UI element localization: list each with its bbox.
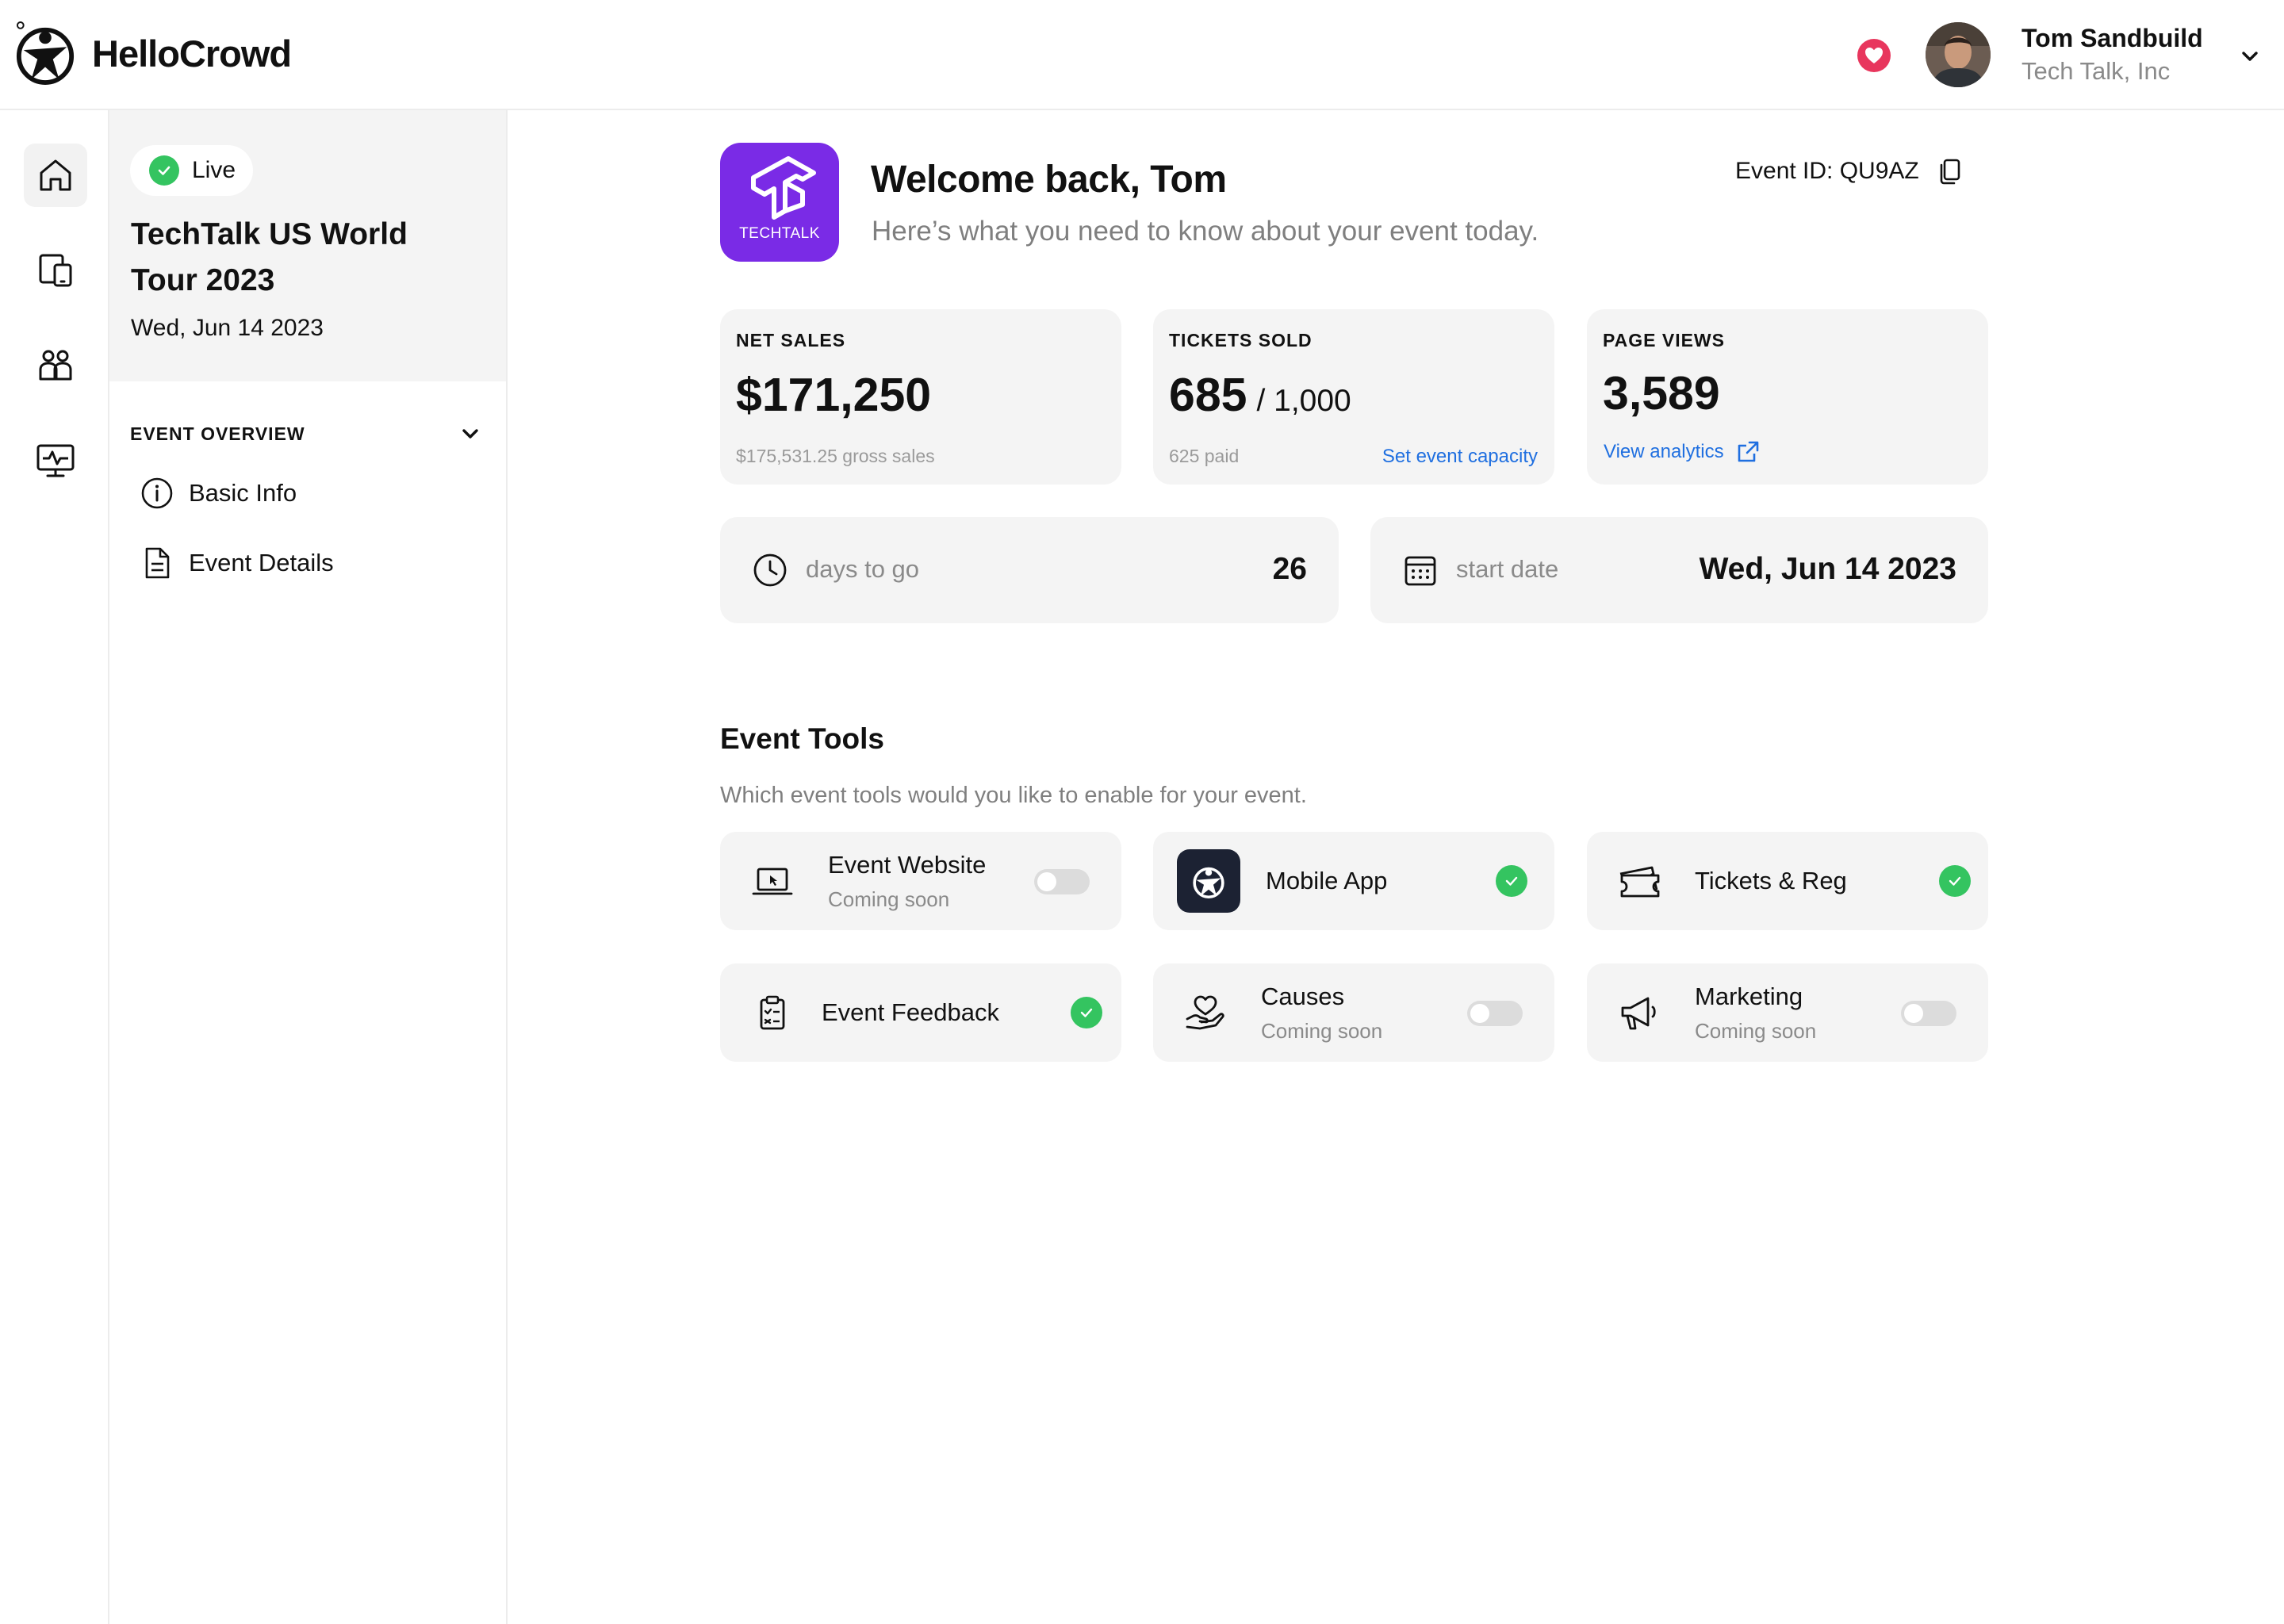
view-analytics-link[interactable]: View analytics	[1604, 439, 1761, 465]
heart-hand-icon	[1182, 989, 1229, 1036]
tool-event-feedback[interactable]: Event Feedback	[720, 963, 1121, 1062]
home-icon	[40, 159, 71, 191]
start-date-card: start date Wed, Jun 14 2023	[1370, 517, 1988, 623]
app-name: HelloCrowd	[92, 32, 292, 75]
top-bar: HelloCrowd Tom Sandbuild Tech Talk, Inc	[0, 0, 2284, 110]
tool-status: Coming soon	[828, 887, 950, 911]
days-to-go-card: days to go 26	[720, 517, 1339, 623]
days-to-go-label: days to go	[806, 555, 920, 583]
stat-label: TICKETS SOLD	[1169, 330, 1313, 350]
sidebar-item-label: Basic Info	[189, 479, 297, 507]
tool-status: Coming soon	[1261, 1019, 1383, 1043]
event-sidebar: Live TechTalk US World Tour 2023 Wed, Ju…	[109, 110, 508, 1624]
set-capacity-link[interactable]: Set event capacity	[1382, 446, 1538, 467]
nav-home[interactable]	[24, 144, 87, 207]
external-link-icon	[1738, 441, 1758, 462]
tool-causes[interactable]: Causes Coming soon	[1153, 963, 1554, 1062]
nav-devices[interactable]	[24, 239, 87, 302]
user-avatar-icon	[1926, 22, 1991, 87]
document-icon	[140, 546, 174, 580]
event-id-label: Event ID: QU9AZ	[1735, 158, 1919, 184]
event-date: Wed, Jun 14 2023	[131, 315, 324, 341]
laptop-icon	[749, 857, 796, 905]
heart-icon	[1865, 48, 1883, 63]
view-analytics-label: View analytics	[1604, 441, 1724, 462]
sidebar-item-event-details[interactable]: Event Details	[140, 543, 334, 583]
tool-name: Event Website	[828, 851, 987, 879]
tool-toggle[interactable]	[1034, 869, 1090, 894]
clipboard-icon	[749, 989, 796, 1036]
check-icon	[1071, 997, 1102, 1028]
user-name[interactable]: Tom Sandbuild	[2021, 24, 2203, 52]
event-id: Event ID: QU9AZ	[1735, 158, 1962, 185]
page-views-value: 3,589	[1603, 367, 1720, 419]
tool-mobile-app[interactable]: Mobile App	[1153, 832, 1554, 930]
tool-name: Tickets & Reg	[1695, 867, 1847, 894]
tool-marketing[interactable]: Marketing Coming soon	[1587, 963, 1988, 1062]
tickets-sold-card: TICKETS SOLD 685 / 1,000 625 paid Set eve…	[1153, 309, 1554, 485]
calendar-icon	[1405, 556, 1436, 586]
page-title: Welcome back, Tom	[871, 159, 1227, 201]
check-icon	[1496, 865, 1527, 897]
section-label: EVENT OVERVIEW	[130, 423, 305, 444]
monitor-activity-icon	[36, 444, 75, 477]
app-logo-icon	[1177, 849, 1240, 913]
event-tools-title: Event Tools	[720, 722, 884, 755]
tool-tickets-reg[interactable]: Tickets & Reg	[1587, 832, 1988, 930]
people-icon	[39, 350, 72, 381]
copy-icon[interactable]	[1938, 158, 1962, 185]
clock-icon	[753, 553, 787, 587]
start-date-label: start date	[1456, 555, 1559, 583]
megaphone-icon	[1615, 989, 1663, 1036]
tool-toggle[interactable]	[1901, 1001, 1956, 1026]
tool-toggle[interactable]	[1467, 1001, 1523, 1026]
stat-label: PAGE VIEWS	[1603, 330, 1725, 350]
ticket-icon	[1615, 857, 1663, 905]
tool-name: Mobile App	[1266, 867, 1388, 894]
net-sales-value: $171,250	[736, 369, 932, 421]
net-sales-card: NET SALES $171,250 $175,531.25 gross sal…	[720, 309, 1121, 485]
user-org: Tech Talk, Inc	[2021, 57, 2171, 85]
event-tools-subtitle: Which event tools would you like to enab…	[720, 783, 1307, 808]
event-summary: Live TechTalk US World Tour 2023 Wed, Ju…	[109, 110, 506, 381]
tickets-paid: 625 paid	[1169, 446, 1240, 466]
page-views-card: PAGE VIEWS 3,589 View analytics	[1587, 309, 1988, 485]
tool-name: Event Feedback	[822, 998, 1000, 1026]
sidebar-item-label: Event Details	[189, 549, 334, 576]
tickets-sold-count: 685	[1169, 369, 1247, 421]
tool-name: Causes	[1261, 982, 1345, 1010]
chevron-down-icon[interactable]	[2238, 44, 2262, 68]
tool-status: Coming soon	[1695, 1019, 1817, 1043]
status-text: Live	[192, 157, 236, 183]
favorites-button[interactable]	[1857, 39, 1891, 72]
start-date-value: Wed, Jun 14 2023	[1699, 552, 1956, 586]
techtalk-logo-icon	[751, 156, 816, 220]
tickets-sold-value: 685 / 1,000	[1169, 368, 1351, 422]
days-to-go-value: 26	[1272, 552, 1307, 586]
gross-sales: $175,531.25 gross sales	[736, 446, 935, 466]
hellocrowd-logo-icon	[16, 21, 75, 85]
event-overview-toggle[interactable]: EVENT OVERVIEW	[130, 418, 482, 450]
chevron-down-icon	[462, 429, 478, 439]
info-icon	[140, 476, 174, 511]
main-content: TECHTALK Welcome back, Tom Here’s what y…	[508, 110, 2284, 1624]
brand-text: TECHTALK	[739, 225, 820, 242]
check-icon	[149, 155, 179, 186]
nav-analytics[interactable]	[24, 429, 87, 492]
nav-people[interactable]	[24, 334, 87, 397]
event-title: TechTalk US World Tour 2023	[131, 217, 408, 297]
event-brand-logo: TECHTALK	[720, 143, 839, 262]
check-icon	[1939, 865, 1971, 897]
app-logo[interactable]: HelloCrowd	[14, 21, 292, 86]
avatar[interactable]	[1926, 22, 1991, 87]
status-badge: Live	[130, 145, 254, 196]
stat-label: NET SALES	[736, 330, 846, 350]
sidebar-item-basic-info[interactable]: Basic Info	[140, 473, 297, 513]
devices-icon	[39, 254, 72, 287]
icon-rail	[0, 110, 109, 1624]
tickets-capacity: / 1,000	[1256, 384, 1351, 418]
page-subtitle: Here’s what you need to know about your …	[872, 216, 1539, 247]
tool-event-website[interactable]: Event Website Coming soon	[720, 832, 1121, 930]
tool-name: Marketing	[1695, 982, 1803, 1010]
